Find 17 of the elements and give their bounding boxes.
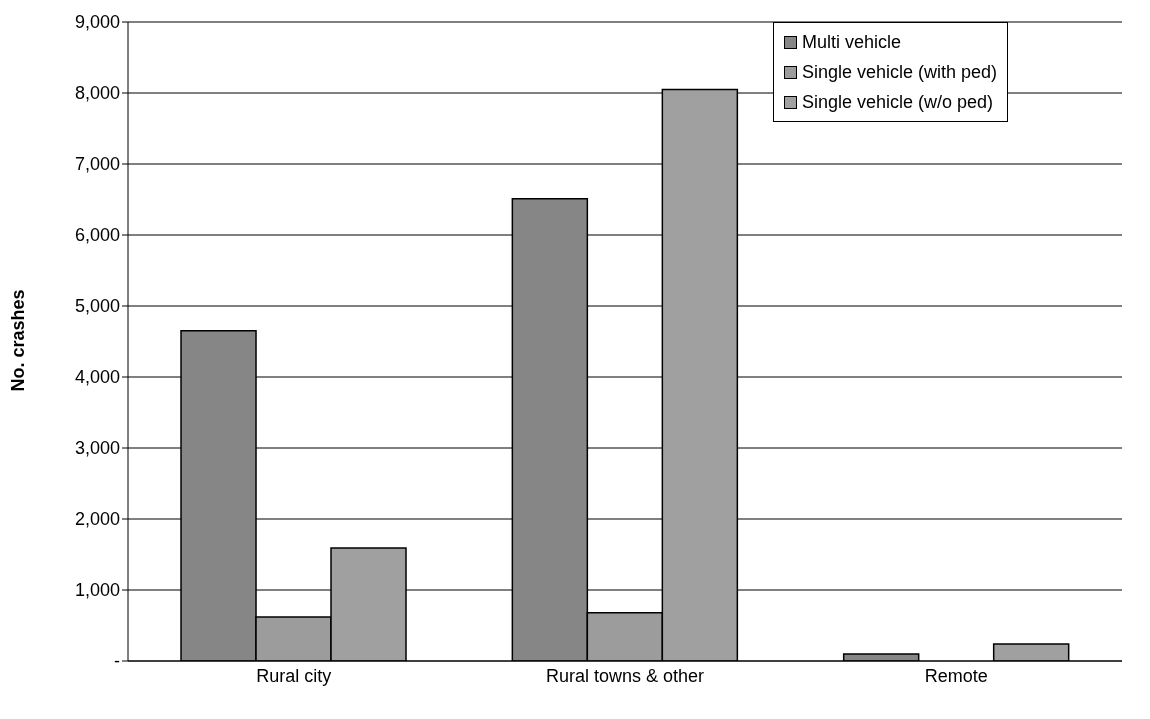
y-tick-label: -	[114, 651, 120, 672]
y-axis-title: No. crashes	[8, 289, 29, 392]
y-tick-label: 5,000	[74, 296, 120, 317]
y-tick-label: 6,000	[74, 225, 120, 246]
y-tick-label: 2,000	[74, 509, 120, 530]
y-tick-label: 8,000	[74, 83, 120, 104]
y-tick-label: 1,000	[74, 580, 120, 601]
legend-label: Single vehicle (w/o ped)	[802, 91, 994, 114]
legend-label: Single vehicle (with ped)	[802, 61, 998, 84]
x-tick-label: Rural towns & other	[545, 665, 705, 686]
y-tick-label: 9,000	[74, 12, 120, 33]
legend-label: Multi vehicle	[802, 31, 902, 54]
y-tick-label: 7,000	[74, 154, 120, 175]
y-tick-label: 3,000	[74, 438, 120, 459]
y-tick-label: 4,000	[74, 367, 120, 388]
x-tick-label: Rural city	[256, 665, 332, 686]
x-tick-label: Remote	[924, 665, 988, 686]
